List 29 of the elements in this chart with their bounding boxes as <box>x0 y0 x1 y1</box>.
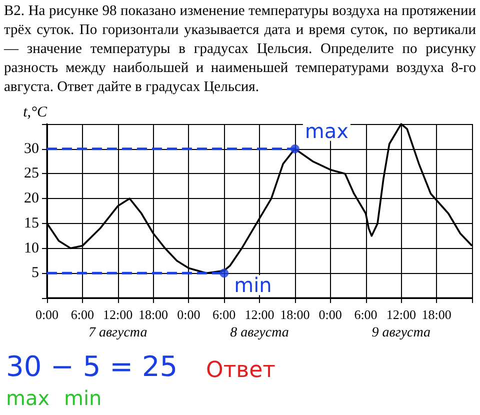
x-tick-label: 18:00 <box>138 307 168 322</box>
y-tick-label: 30 <box>24 140 39 157</box>
text: 30 − 5 = 25 <box>6 350 178 383</box>
x-tick-label: 18:00 <box>422 307 452 322</box>
x-tick-label: 6:00 <box>212 307 236 322</box>
x-tick-label: 12:00 <box>103 307 133 322</box>
text: 9 августа <box>372 326 431 340</box>
text: 7 августа <box>88 326 148 340</box>
text: min <box>64 386 102 410</box>
x-tick-label: 18:00 <box>280 307 310 322</box>
x-tick-label: 12:00 <box>244 307 274 322</box>
y-tick-label: 5 <box>32 265 39 282</box>
annotation: min <box>234 273 272 298</box>
text: 8 августа <box>230 326 289 340</box>
y-tick-label: 20 <box>24 190 39 207</box>
annotation: max <box>304 118 349 143</box>
x-tick-label: 0:00 <box>35 307 59 322</box>
x-tick-label: 0:00 <box>318 307 342 322</box>
text: Ответ <box>206 358 276 383</box>
y-axis-title: t,°C <box>23 104 48 120</box>
chart-title: B2. На рисунке 98 показано изменение температуры воздуха на протяжении трёх суток. По горизонтали указывается дата и время суток, по вертикали — значение температуры в градусах Цельсия. Определите по рисунку разность между наибольшей и наименьшей температурами воздуха 8-го августа. Ответ дайте в градусах Цельсия. <box>4 2 476 97</box>
y-tick-label: 25 <box>24 166 39 182</box>
x-tick-label: 0:00 <box>177 307 200 322</box>
x-tick-label: 6:00 <box>70 307 94 322</box>
x-tick-label: 6:00 <box>354 307 378 322</box>
y-tick-label: 10 <box>24 240 39 256</box>
text: max <box>6 386 50 410</box>
x-tick-label: 12:00 <box>386 307 416 322</box>
y-tick-label: 15 <box>24 215 39 232</box>
